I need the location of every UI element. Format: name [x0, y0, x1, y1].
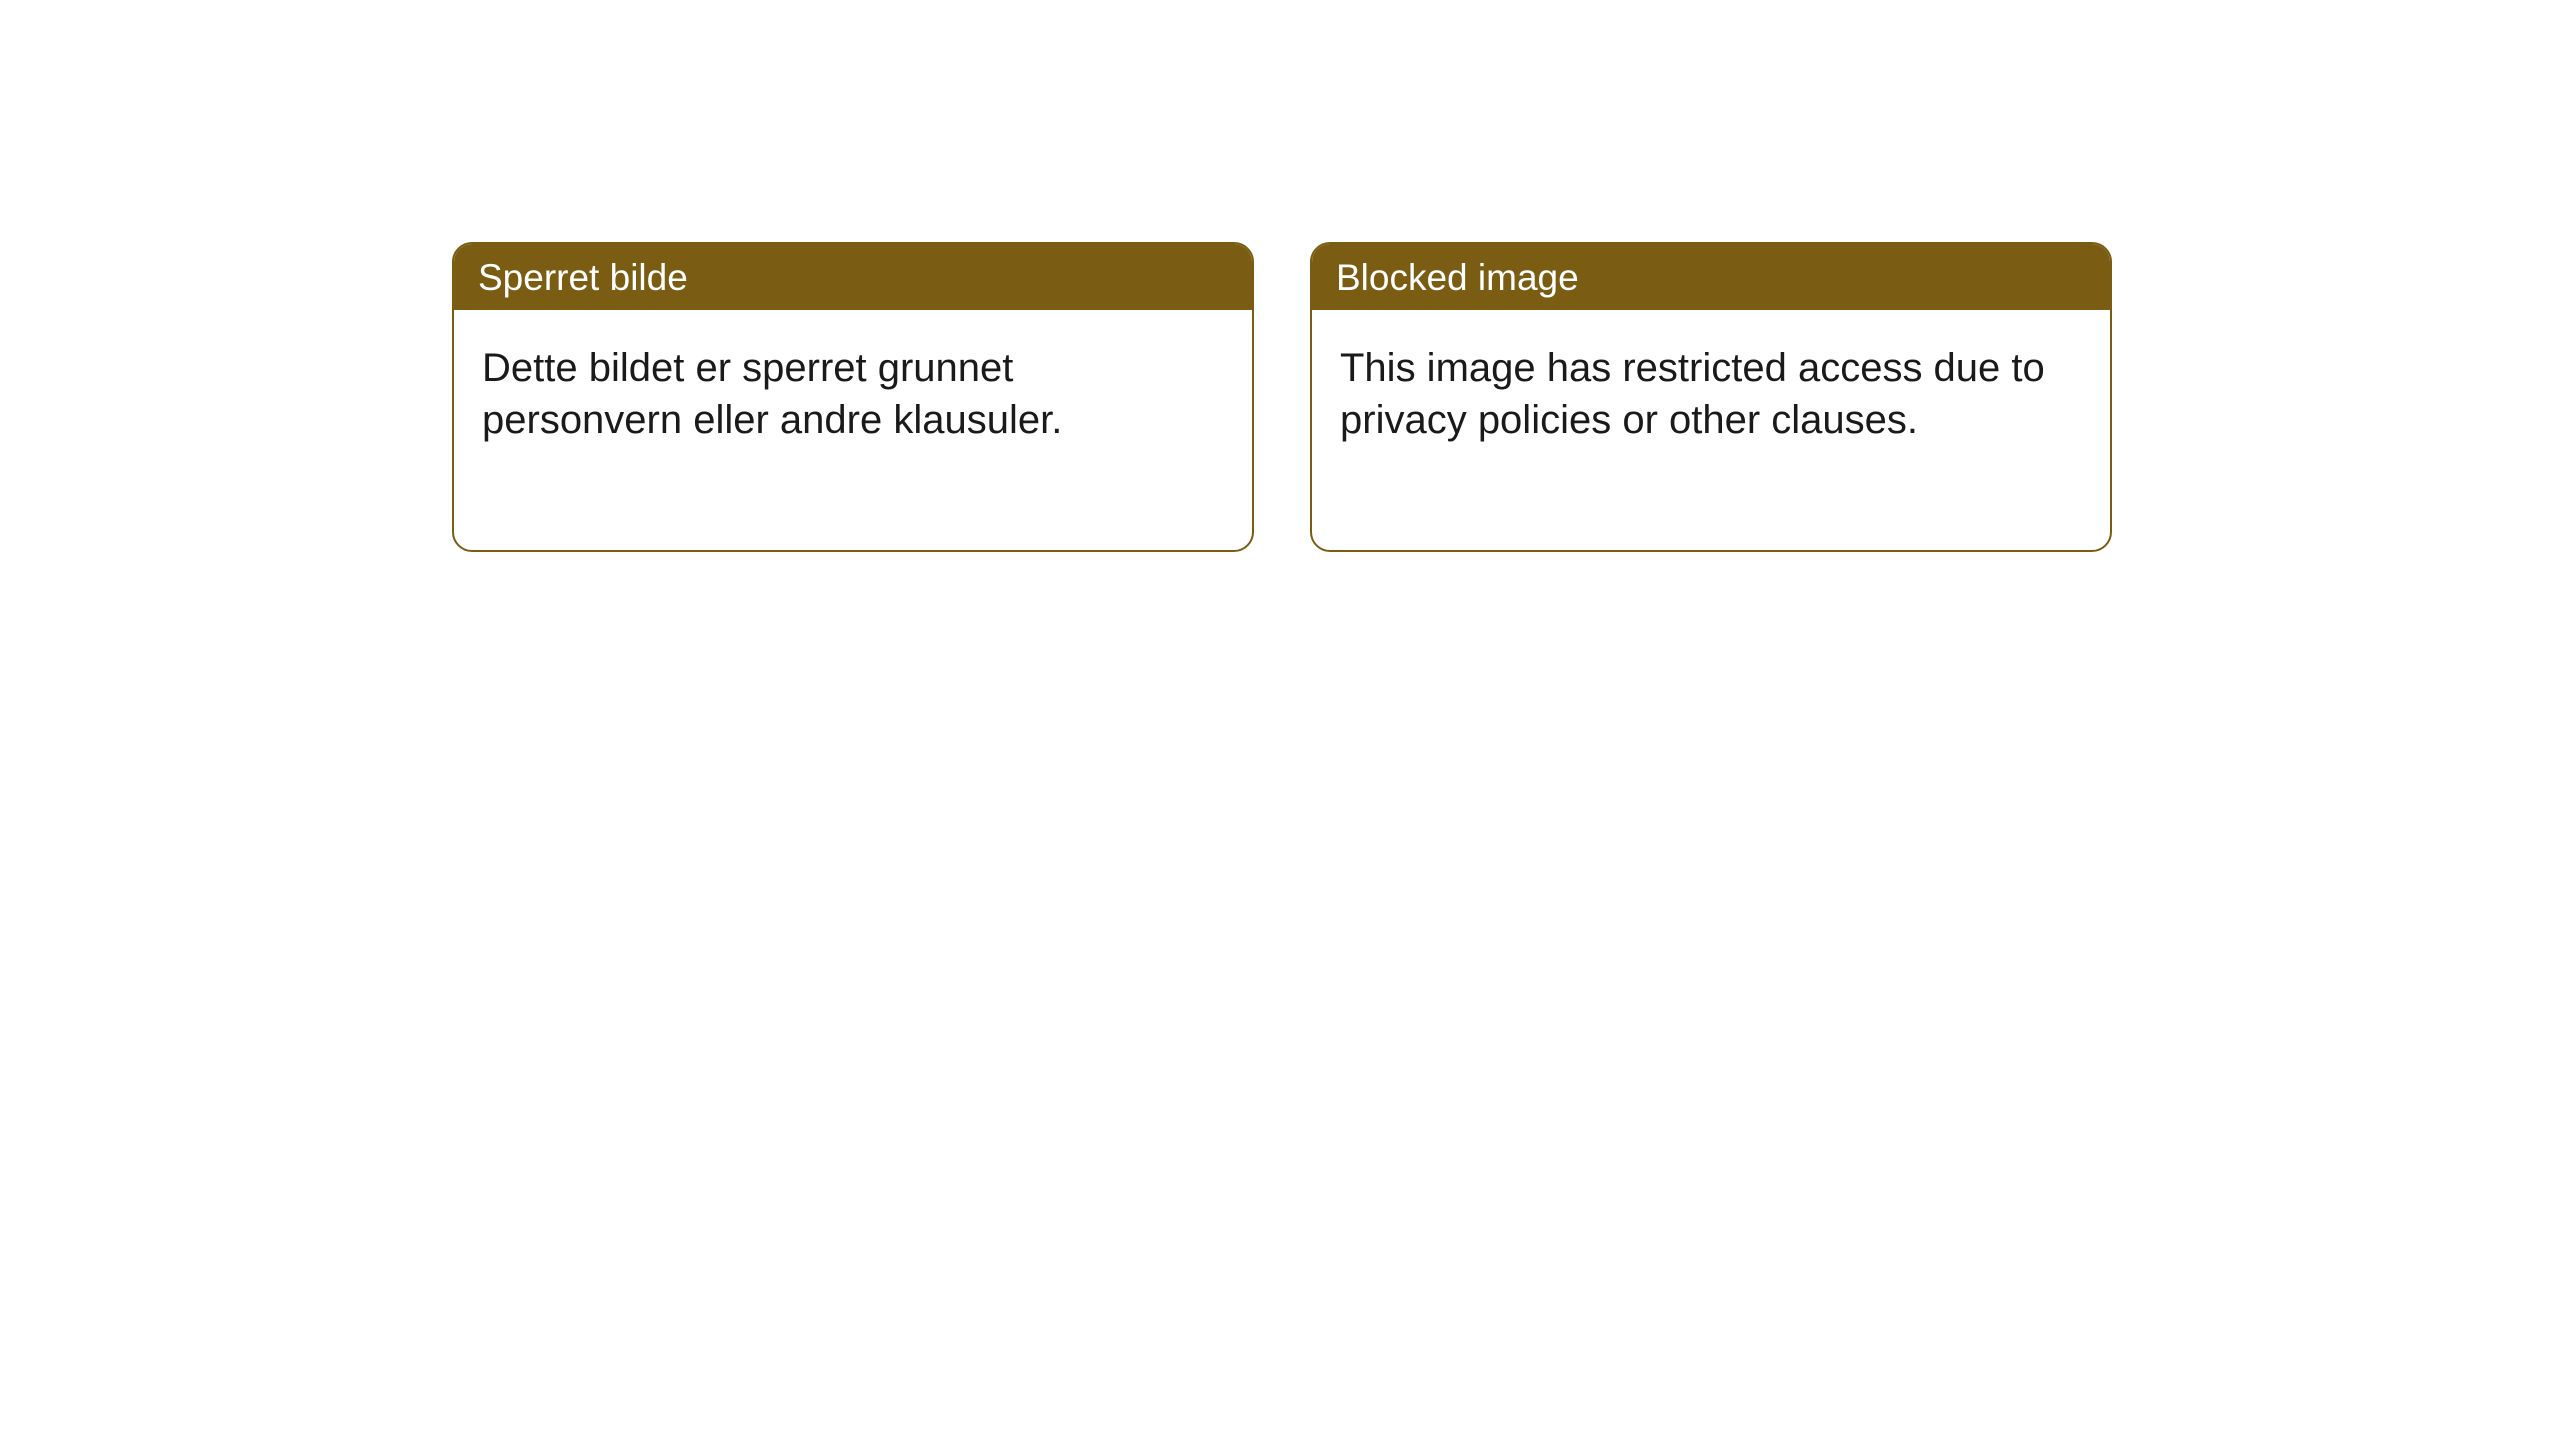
- notice-body: Dette bildet er sperret grunnet personve…: [454, 310, 1252, 550]
- notice-card-english: Blocked image This image has restricted …: [1310, 242, 2112, 552]
- notice-card-norwegian: Sperret bilde Dette bildet er sperret gr…: [452, 242, 1254, 552]
- notice-cards-container: Sperret bilde Dette bildet er sperret gr…: [452, 242, 2112, 552]
- notice-title: Sperret bilde: [454, 244, 1252, 310]
- notice-title: Blocked image: [1312, 244, 2110, 310]
- notice-body: This image has restricted access due to …: [1312, 310, 2110, 550]
